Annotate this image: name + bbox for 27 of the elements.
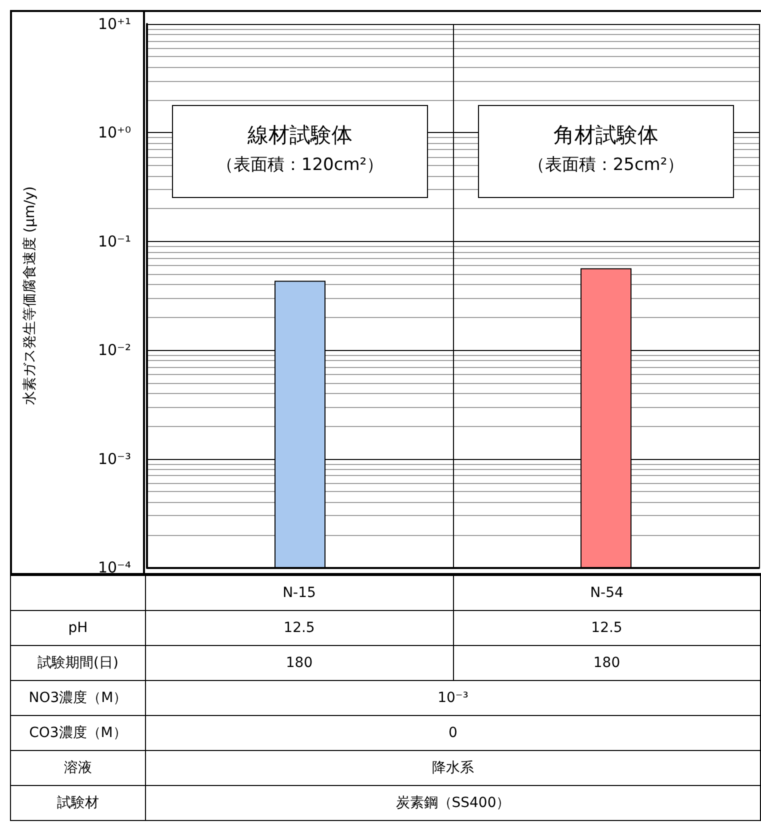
text: 0 bbox=[146, 716, 760, 750]
x-tick-label: N-15 bbox=[146, 576, 453, 610]
text: CO3濃度（M） bbox=[10, 716, 146, 750]
y-tick-label: 10⁺⁰ bbox=[98, 124, 131, 142]
y-tick-label: 10⁺¹ bbox=[98, 15, 131, 33]
text: pH bbox=[10, 610, 146, 646]
label-box: 角材試験体（表面積：25cm²） bbox=[478, 105, 734, 198]
text: 試験期間(日) bbox=[10, 646, 146, 680]
text: 12.5 bbox=[453, 610, 760, 646]
y-tick-label: 10⁻² bbox=[98, 341, 131, 360]
text: 炭素鋼（SS400） bbox=[146, 786, 760, 820]
text: 試験材 bbox=[10, 786, 146, 820]
text: 180 bbox=[453, 646, 760, 680]
y-tick-label: 10⁻¹ bbox=[98, 232, 131, 250]
y-tick-label: 10⁻⁴ bbox=[98, 558, 131, 576]
y-tick-label: 10⁻³ bbox=[98, 450, 131, 468]
text: 12.5 bbox=[146, 610, 453, 646]
text: 溶液 bbox=[10, 750, 146, 786]
y-axis-title: 水素ガス発生等価腐食速度 (μm/y) bbox=[22, 186, 38, 406]
label-box: 線材試験体（表面積：120cm²） bbox=[172, 105, 428, 198]
x-tick-label: N-54 bbox=[453, 576, 760, 610]
annotation: 線材試験体（表面積：120cm²） bbox=[215, 122, 385, 176]
annotation: 角材試験体（表面積：25cm²） bbox=[526, 122, 686, 176]
text: 降水系 bbox=[146, 750, 760, 786]
text: 10⁻³ bbox=[146, 680, 760, 716]
text: NO3濃度（M） bbox=[10, 680, 146, 716]
text: 180 bbox=[146, 646, 453, 680]
